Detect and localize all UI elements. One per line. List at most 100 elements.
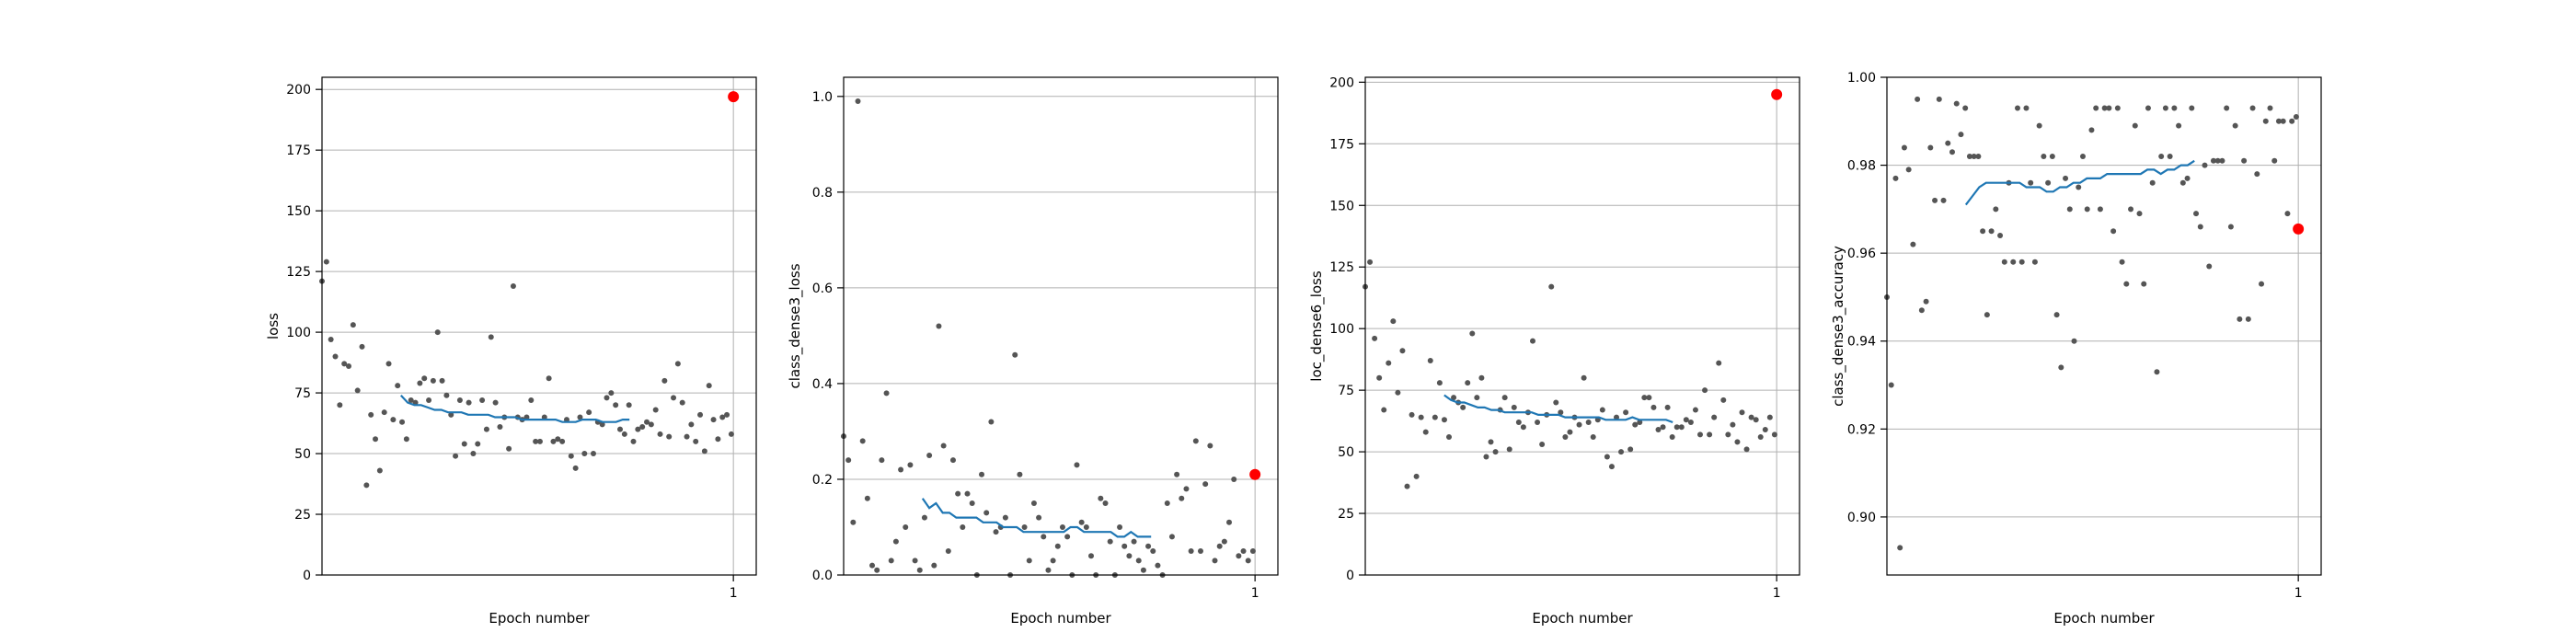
data-point — [550, 438, 557, 444]
data-point — [2293, 114, 2299, 121]
data-point — [679, 399, 685, 406]
data-point — [1618, 449, 1625, 455]
data-point — [1553, 399, 1559, 406]
data-point — [2119, 259, 2125, 265]
y-tick-label: 0.92 — [1847, 422, 1876, 437]
data-point — [940, 443, 947, 449]
data-point — [1730, 421, 1736, 428]
data-point — [859, 438, 866, 444]
data-point — [912, 558, 918, 564]
data-point — [2128, 206, 2134, 213]
data-point — [2193, 211, 2200, 217]
data-point — [1088, 553, 1095, 559]
y-tick-label: 50 — [294, 447, 311, 462]
data-point — [855, 98, 861, 105]
data-point — [2154, 369, 2160, 375]
data-point — [399, 419, 406, 425]
data-point — [907, 462, 914, 468]
data-point — [555, 436, 561, 443]
data-point — [921, 514, 927, 521]
data-point — [617, 426, 624, 432]
data-point — [328, 337, 334, 343]
data-point — [341, 361, 348, 367]
data-point — [1975, 154, 1982, 160]
data-point — [1918, 307, 1925, 314]
data-point — [1474, 395, 1480, 401]
axes-frame — [843, 76, 1279, 576]
data-point — [1083, 523, 1089, 530]
data-point — [1725, 431, 1731, 438]
data-point — [2245, 316, 2251, 322]
data-point — [1997, 233, 2004, 239]
data-point — [1966, 154, 1972, 160]
data-point — [1240, 547, 1247, 554]
data-point — [1988, 228, 1995, 235]
data-point — [1469, 330, 1476, 337]
data-point — [2079, 154, 2086, 160]
data-point — [1441, 417, 1447, 423]
data-point — [346, 363, 352, 370]
data-point — [2214, 157, 2221, 164]
data-point — [1660, 424, 1666, 431]
data-point — [2267, 105, 2273, 111]
y-tick-label: 200 — [286, 83, 311, 98]
data-point — [1614, 414, 1620, 420]
data-point — [955, 490, 961, 497]
data-point — [724, 411, 730, 418]
data-point — [2249, 105, 2256, 111]
data-point — [1135, 558, 1142, 564]
data-point — [864, 495, 870, 501]
data-point — [1140, 567, 1146, 573]
data-point — [604, 395, 610, 401]
data-point — [710, 417, 717, 423]
data-point — [728, 431, 734, 437]
y-tick-label: 75 — [1338, 384, 1354, 398]
data-point — [1936, 96, 1942, 102]
data-point — [1664, 404, 1671, 410]
data-point — [1980, 228, 1986, 235]
data-point — [1897, 545, 1903, 551]
data-point — [1927, 144, 1934, 151]
data-point — [1036, 514, 1042, 521]
data-point — [608, 390, 615, 397]
data-point — [2014, 105, 2020, 111]
data-point — [2136, 211, 2143, 217]
x-axis-label: Epoch number — [1532, 610, 1633, 627]
chart-panel-4: 0.90 0.92 0.94 0.96 0.98 1.00 1 Epoch number cla… — [1830, 71, 2322, 627]
data-point — [1984, 312, 1990, 318]
data-point — [979, 471, 985, 477]
data-point — [1771, 431, 1777, 438]
data-point — [443, 392, 450, 398]
data-point — [456, 397, 463, 403]
data-point — [1697, 431, 1704, 438]
data-point — [2063, 175, 2069, 181]
data-point — [2097, 206, 2103, 213]
x-axis-label: Epoch number — [2053, 610, 2155, 627]
y-tick-label: 0 — [1346, 569, 1354, 583]
data-point — [1711, 414, 1718, 420]
data-point — [426, 397, 432, 403]
y-tick-label: 0.0 — [812, 569, 833, 583]
data-point — [2076, 184, 2082, 190]
data-point — [1673, 424, 1680, 431]
data-point — [1017, 471, 1023, 477]
data-point — [1520, 424, 1526, 431]
data-point — [1436, 380, 1443, 386]
data-point — [546, 375, 552, 382]
data-point — [1030, 500, 1037, 506]
data-point — [1923, 298, 1929, 305]
data-point — [1413, 473, 1420, 479]
y-tick-label: 100 — [1329, 322, 1354, 337]
data-point — [621, 431, 627, 437]
data-point — [2010, 259, 2017, 265]
data-point — [1716, 360, 1722, 366]
data-point — [1506, 446, 1512, 453]
data-point — [461, 441, 467, 447]
data-point — [323, 259, 329, 265]
data-point — [644, 419, 650, 425]
data-point — [483, 426, 489, 432]
data-point — [652, 407, 659, 413]
data-point — [657, 431, 663, 437]
data-point — [1687, 419, 1694, 425]
